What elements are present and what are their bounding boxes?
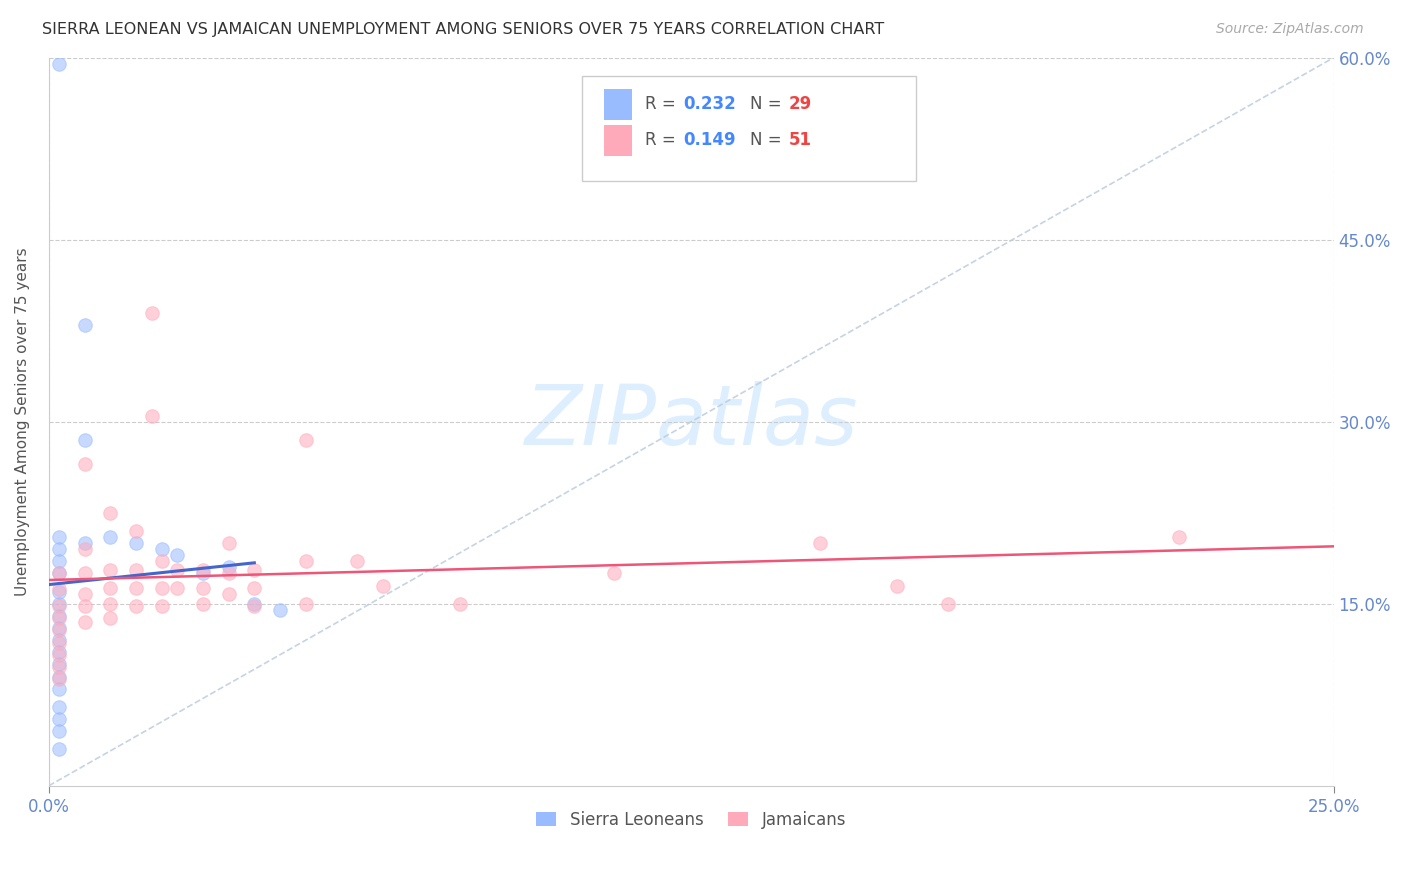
Bar — [603, 89, 633, 120]
Text: SIERRA LEONEAN VS JAMAICAN UNEMPLOYMENT AMONG SENIORS OVER 75 YEARS CORRELATION : SIERRA LEONEAN VS JAMAICAN UNEMPLOYMENT … — [42, 22, 884, 37]
Point — [73, 457, 96, 471]
Point — [48, 566, 70, 581]
Text: R =: R = — [645, 95, 681, 112]
Point — [48, 608, 70, 623]
Point — [449, 597, 471, 611]
Point — [73, 542, 96, 557]
Point — [150, 581, 173, 595]
Point — [48, 648, 70, 662]
Point — [125, 599, 148, 614]
Point — [48, 681, 70, 696]
Point — [73, 599, 96, 614]
Legend: Sierra Leoneans, Jamaicans: Sierra Leoneans, Jamaicans — [530, 805, 853, 836]
Point — [48, 530, 70, 544]
Text: N =: N = — [751, 95, 787, 112]
Point — [48, 699, 70, 714]
Point — [48, 624, 70, 638]
Text: 0.232: 0.232 — [683, 95, 737, 112]
Point — [48, 633, 70, 648]
Point — [100, 530, 122, 544]
Point — [48, 712, 70, 726]
Point — [48, 582, 70, 597]
Point — [48, 660, 70, 674]
Point — [243, 599, 266, 614]
Point — [73, 615, 96, 629]
Text: R =: R = — [645, 131, 681, 149]
Point — [191, 581, 214, 595]
Point — [48, 657, 70, 672]
Text: ZIPatlas: ZIPatlas — [524, 381, 858, 462]
Point — [48, 611, 70, 625]
Point — [150, 554, 173, 568]
Point — [48, 669, 70, 683]
Text: Source: ZipAtlas.com: Source: ZipAtlas.com — [1216, 22, 1364, 37]
Text: 51: 51 — [789, 131, 811, 149]
Point — [218, 587, 240, 601]
Point — [218, 536, 240, 550]
Point — [191, 563, 214, 577]
Point — [1168, 530, 1191, 544]
Point — [48, 672, 70, 686]
Point — [48, 542, 70, 557]
Point — [218, 566, 240, 581]
Point — [73, 536, 96, 550]
Point — [100, 597, 122, 611]
Point — [294, 554, 316, 568]
Point — [100, 506, 122, 520]
Point — [141, 409, 163, 423]
Point — [100, 611, 122, 625]
Point — [191, 566, 214, 581]
Point — [150, 542, 173, 557]
Point — [100, 563, 122, 577]
Point — [269, 603, 291, 617]
Point — [808, 536, 831, 550]
Point — [48, 554, 70, 568]
Point — [218, 560, 240, 574]
Point — [48, 635, 70, 649]
Point — [73, 318, 96, 332]
Point — [48, 742, 70, 756]
Point — [48, 645, 70, 659]
Point — [125, 581, 148, 595]
Point — [243, 563, 266, 577]
Point — [166, 581, 188, 595]
Point — [371, 578, 394, 592]
Point — [243, 581, 266, 595]
Point — [73, 566, 96, 581]
Point — [48, 56, 70, 70]
Point — [48, 597, 70, 611]
Point — [936, 597, 959, 611]
Point — [73, 433, 96, 447]
FancyBboxPatch shape — [582, 76, 917, 181]
Point — [100, 581, 122, 595]
Point — [191, 597, 214, 611]
Point — [73, 587, 96, 601]
Point — [166, 548, 188, 562]
Point — [48, 584, 70, 599]
Point — [346, 554, 368, 568]
Point — [243, 597, 266, 611]
Text: N =: N = — [751, 131, 787, 149]
Bar — [603, 126, 633, 156]
Point — [125, 524, 148, 538]
Point — [294, 433, 316, 447]
Text: 29: 29 — [789, 95, 813, 112]
Point — [125, 536, 148, 550]
Y-axis label: Unemployment Among Seniors over 75 years: Unemployment Among Seniors over 75 years — [15, 247, 30, 596]
Text: 0.149: 0.149 — [683, 131, 737, 149]
Point — [141, 305, 163, 319]
Point — [150, 599, 173, 614]
Point — [294, 597, 316, 611]
Point — [603, 566, 626, 581]
Point — [48, 566, 70, 581]
Point — [48, 599, 70, 614]
Point — [166, 563, 188, 577]
Point — [886, 578, 908, 592]
Point — [125, 563, 148, 577]
Point — [48, 724, 70, 739]
Point — [48, 621, 70, 635]
